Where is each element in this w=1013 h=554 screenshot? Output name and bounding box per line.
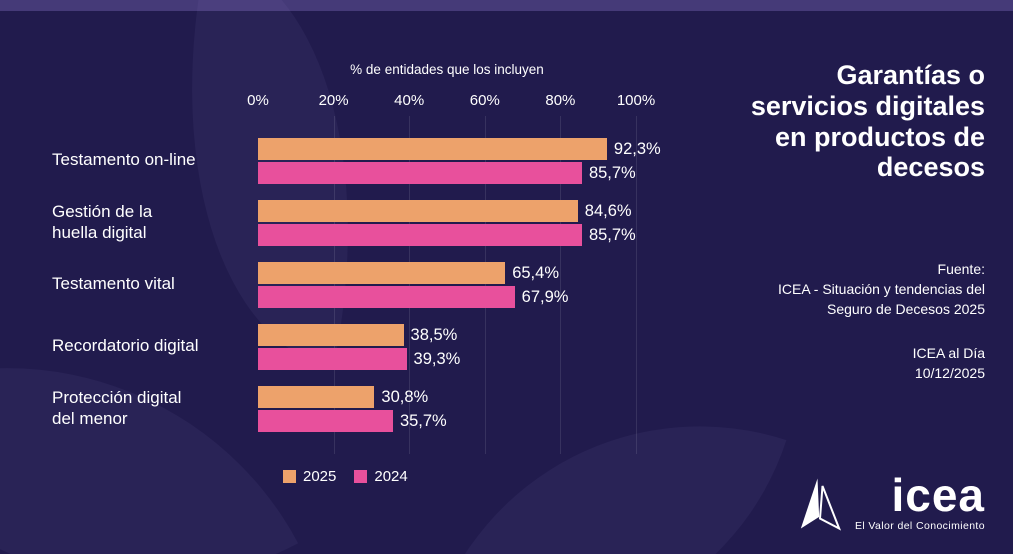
bar-2025 <box>258 386 375 408</box>
x-axis-tick-label: 20% <box>318 92 349 109</box>
top-accent-bar <box>0 0 1013 11</box>
source-text: Fuente: ICEA - Situación y tendencias de… <box>777 261 985 317</box>
x-axis-tick-label: 0% <box>247 92 269 109</box>
x-axis-tick-label: 60% <box>469 92 500 109</box>
category-label: Protección digital del menor <box>52 387 182 428</box>
chart-legend: 2025 2024 <box>283 468 408 485</box>
value-label: 92,3% <box>613 139 661 158</box>
chart-gridline <box>484 116 486 454</box>
legend-item-2025: 2025 <box>283 468 336 485</box>
bar-2025 <box>258 200 578 222</box>
publication-text: ICEA al Día 10/12/2025 <box>912 345 985 381</box>
chart-gridline <box>333 116 335 454</box>
category-label: Testamento on-line <box>52 150 196 170</box>
legend-label: 2024 <box>374 468 408 485</box>
x-axis-tick-label: 100% <box>616 92 656 109</box>
value-label: 30,8% <box>381 387 429 406</box>
value-label: 35,7% <box>399 411 447 430</box>
chart-gridline <box>409 116 411 454</box>
value-label: 65,4% <box>512 263 559 282</box>
legend-swatch <box>283 470 296 483</box>
icea-logo-tagline: El Valor del Conocimiento <box>854 520 985 532</box>
bar-2024 <box>258 286 515 308</box>
chart-gridline <box>636 116 637 454</box>
category-label: Gestión de la huella digital <box>52 201 153 242</box>
bar-2025 <box>258 262 506 284</box>
icea-logo-wordmark: icea <box>891 468 985 521</box>
bar-2024 <box>258 410 393 432</box>
legend-label: 2025 <box>303 468 337 485</box>
icea-logo-text-block: icea El Valor del Conocimiento <box>854 468 985 532</box>
value-label: 38,5% <box>410 325 458 344</box>
legend-item-2024: 2024 <box>354 468 408 485</box>
x-axis-tick-label: 80% <box>545 92 576 109</box>
x-axis-tick-label: 40% <box>394 92 425 109</box>
x-axis-title: % de entidades que los incluyen <box>350 62 544 77</box>
value-label: 84,6% <box>584 201 632 220</box>
value-label: 67,9% <box>521 287 569 306</box>
bar-2025 <box>258 324 404 346</box>
bar-2024 <box>258 162 582 184</box>
legend-swatch <box>354 470 368 483</box>
page-title: Garantías o servicios digitales en produ… <box>750 60 985 183</box>
icea-logo-mark <box>800 478 842 531</box>
chart-gridline <box>560 116 562 454</box>
bar-2024 <box>258 348 407 370</box>
bar-2025 <box>258 138 607 160</box>
bar-2024 <box>258 224 582 246</box>
icea-logo: icea El Valor del Conocimiento <box>795 468 985 532</box>
value-label: 39,3% <box>413 349 461 368</box>
value-label: 85,7% <box>588 225 636 244</box>
category-label: Recordatorio digital <box>52 336 199 356</box>
category-label: Testamento vital <box>52 274 175 294</box>
value-label: 85,7% <box>588 163 636 182</box>
